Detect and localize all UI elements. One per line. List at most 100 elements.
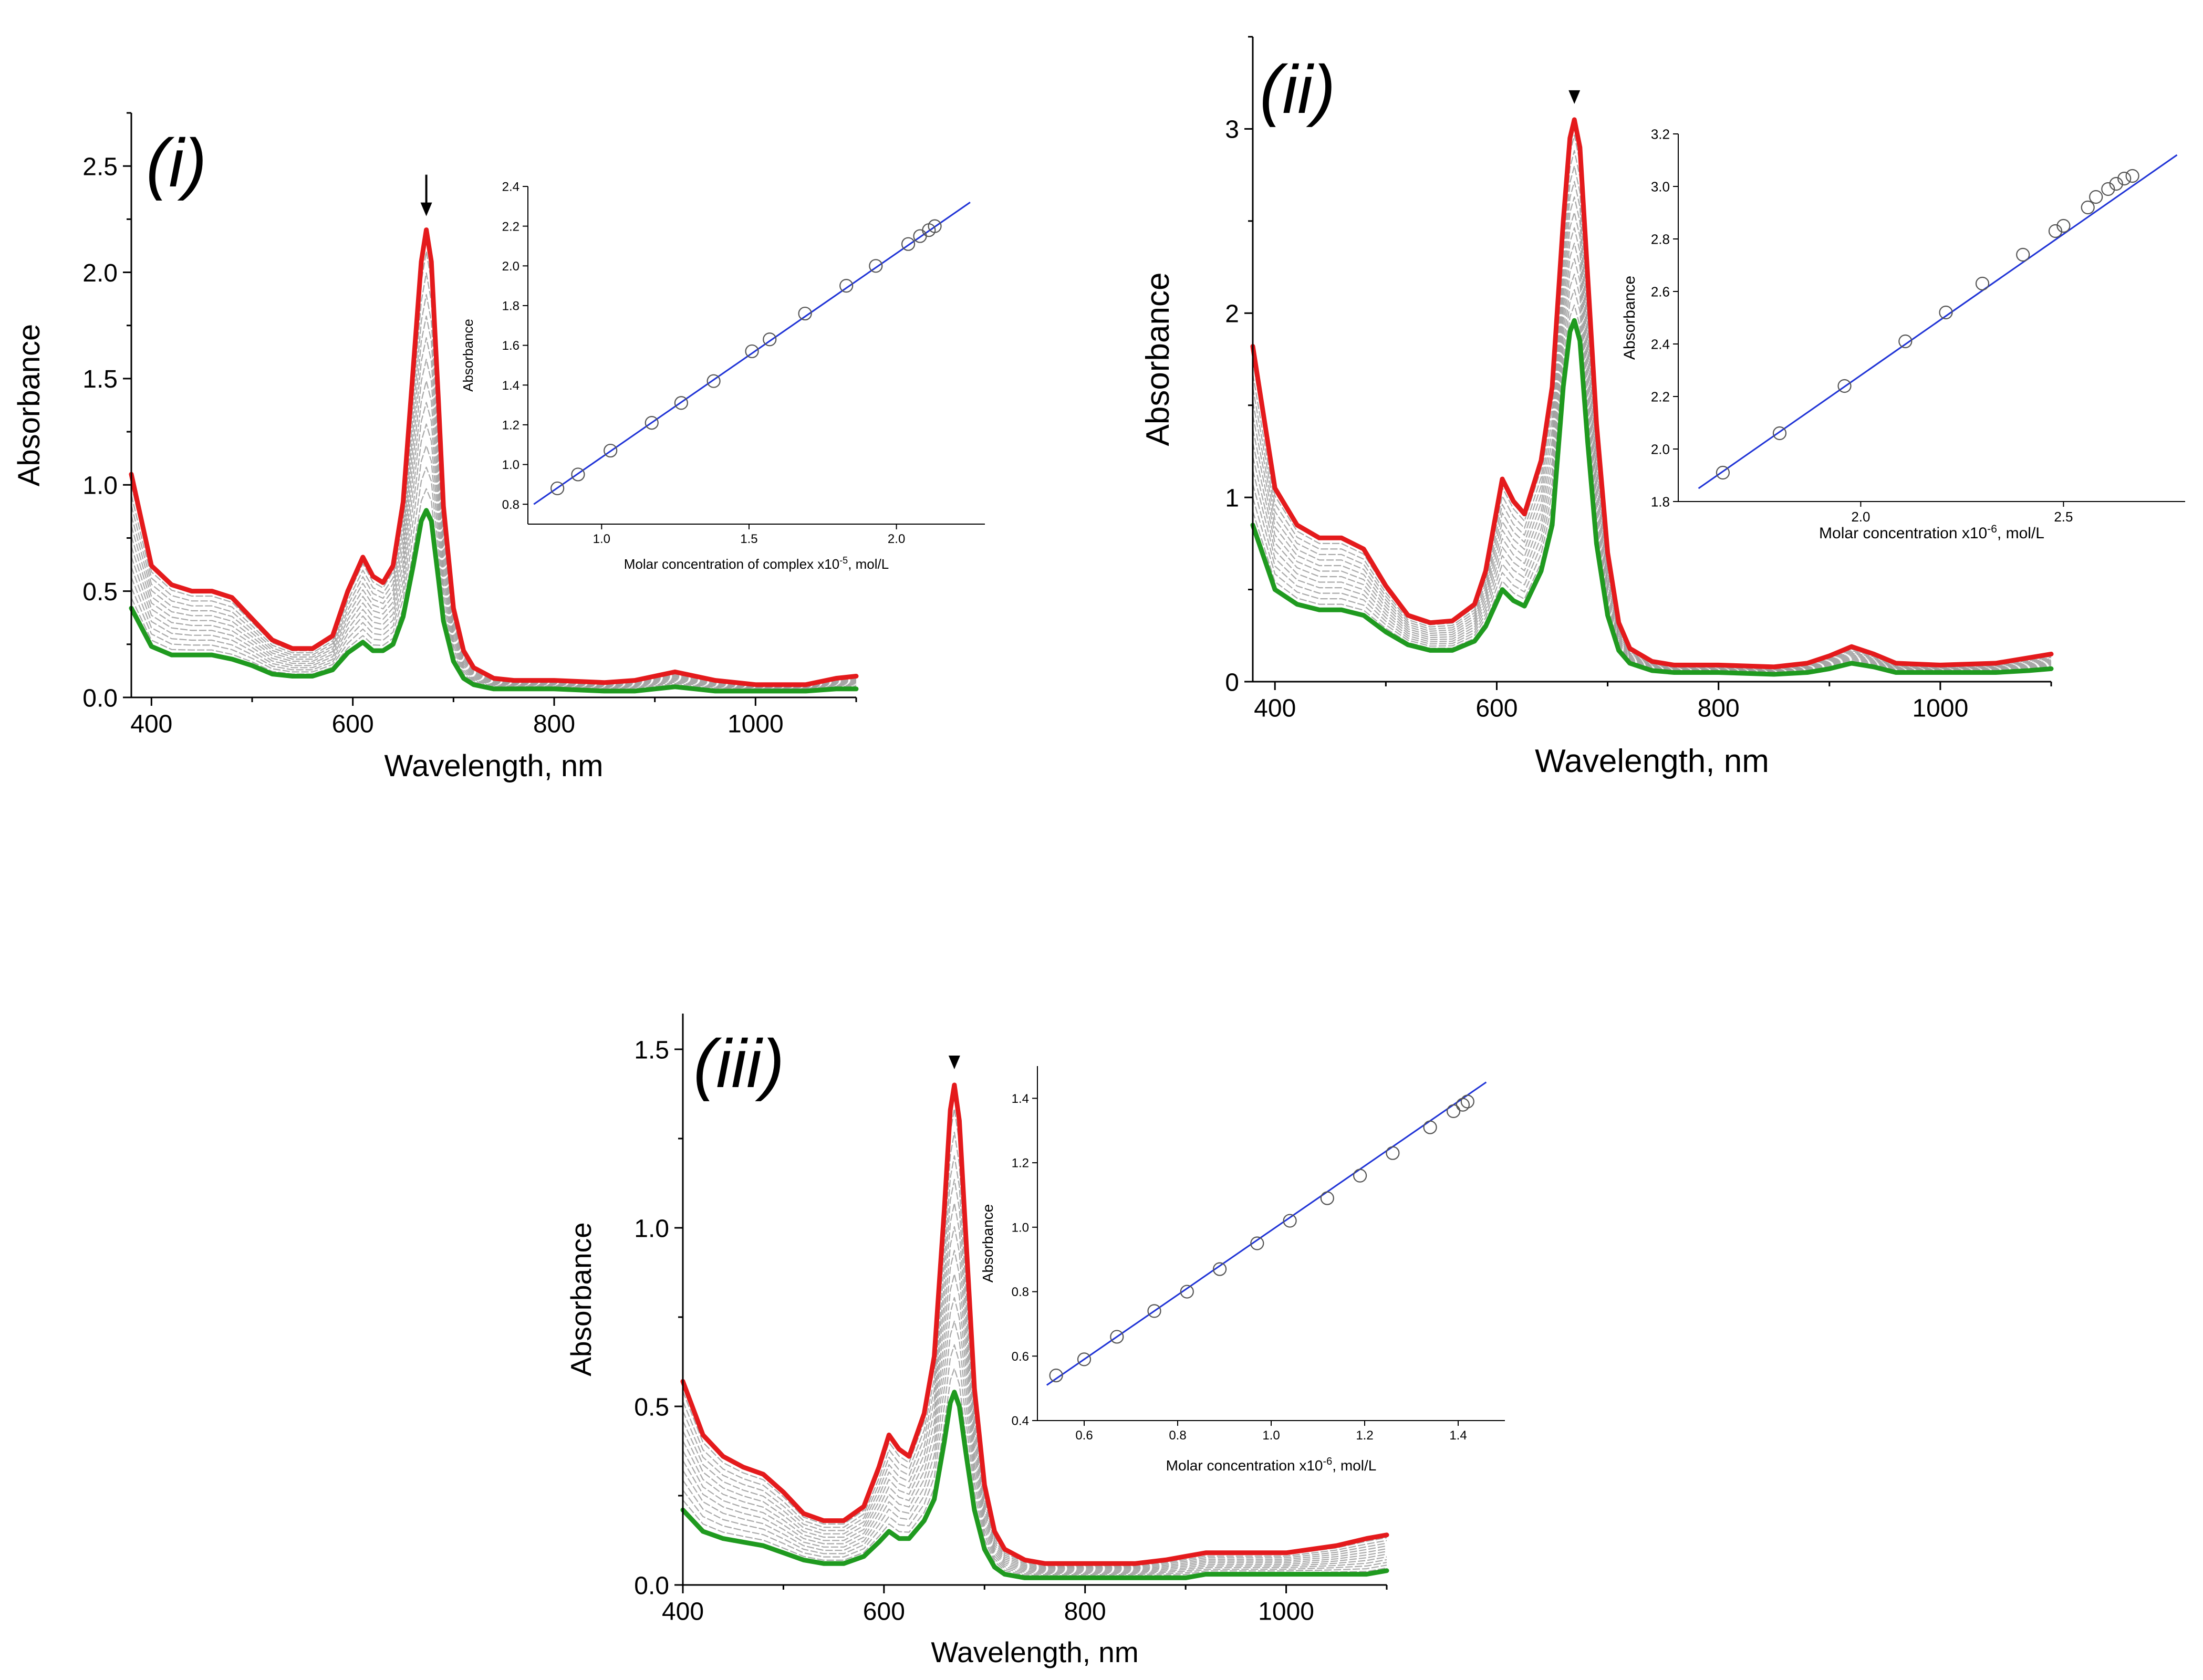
intermediate-spectrum xyxy=(130,251,857,686)
y-axis-label-iii: Absorbance xyxy=(565,1222,597,1376)
inset-data-point xyxy=(839,279,854,293)
inset-y-tick-label: 1.4 xyxy=(502,379,519,393)
intermediate-spectrum xyxy=(1252,181,2052,670)
inset-x-axis-label-unit: , mol/L xyxy=(848,556,889,572)
intermediate-spectrum xyxy=(1252,243,2052,672)
final-spectrum-iii xyxy=(680,1082,1389,1566)
x-tick-label: 600 xyxy=(332,710,374,738)
intermediate-spectrum xyxy=(130,315,857,687)
inset-data-point xyxy=(745,344,759,359)
y-tick-label: 1.5 xyxy=(82,366,118,393)
inset-y-axis-label: Absorbance xyxy=(980,1204,996,1282)
inset-data-point xyxy=(763,332,777,347)
y-tick-label: 2.5 xyxy=(82,153,118,181)
x-tick-label: 1000 xyxy=(728,710,784,738)
intermediate-spectrum xyxy=(1252,227,2052,672)
inset-x-tick-label: 2.0 xyxy=(888,532,905,546)
y-tick-label: 0.5 xyxy=(634,1393,669,1421)
inset-data-point xyxy=(1939,305,1953,320)
inset-y-tick-label: 1.2 xyxy=(502,419,519,433)
x-tick-label: 1000 xyxy=(1912,694,1968,722)
intermediate-spectrum xyxy=(1252,165,2052,670)
y-tick-label: 1 xyxy=(1225,484,1239,512)
intermediate-spectrum xyxy=(131,488,857,692)
y-tick-label: 1.5 xyxy=(634,1036,669,1064)
inset-data-point xyxy=(1460,1094,1474,1109)
inset-y-tick-label: 2.2 xyxy=(502,220,519,234)
inset-x-axis-label: Molar concentration of complex x10-5, mo… xyxy=(624,555,889,572)
inset-y-tick-label: 1.0 xyxy=(1012,1220,1029,1235)
intermediate-spectrum xyxy=(682,1344,1387,1577)
final-spectrum-i xyxy=(129,227,859,687)
inset-data-point xyxy=(2056,218,2071,233)
x-tick-label: 600 xyxy=(863,1598,905,1625)
peak-arrow-head xyxy=(420,202,432,216)
y-tick-label: 2.0 xyxy=(82,259,118,287)
inset-data-point xyxy=(798,306,812,321)
inset-y-tick-label: 2.8 xyxy=(1651,231,1670,247)
inset-data-point xyxy=(2125,169,2139,183)
intermediate-spectrum xyxy=(130,380,857,689)
chart-panel-iii: 400 600 800 1000 0.0 0.5 1.0 1.5 Wavelength, nm A… xyxy=(565,1014,1505,1668)
inset-data-point xyxy=(1049,1368,1063,1383)
inset-y-axis-label: Absorbance xyxy=(1621,276,1638,360)
inset-i: 1.0 1.5 2.0 0.8 1.0 1.2 1.4 1.6 1.8 2.0 2.2 2.4 Mola… xyxy=(460,180,985,572)
inset-y-tick-label: 0.8 xyxy=(1012,1285,1029,1299)
intermediate-spectrum xyxy=(682,1155,1387,1568)
intermediate-spectrum xyxy=(130,423,857,690)
inset-x-axis-label-exponent: -6 xyxy=(1323,1456,1333,1467)
peak-arrow-head xyxy=(948,1056,960,1069)
inset-data-point xyxy=(1147,1304,1161,1318)
inset-data-point xyxy=(1447,1104,1461,1119)
inset-y-tick-label: 2.0 xyxy=(1651,441,1670,457)
intermediate-spectrum xyxy=(1252,212,2052,671)
intermediate-spectrum xyxy=(130,402,857,690)
inset-ii: 2.0 2.5 1.8 2.0 2.2 2.4 2.6 2.8 3.0 3.2 Molar conc… xyxy=(1621,126,2185,542)
initial-spectrum-ii xyxy=(1250,318,2054,677)
inset-y-tick-label: 1.8 xyxy=(1651,494,1670,509)
inset-data-point xyxy=(1386,1146,1400,1160)
inset-x-axis-label-text: Molar concentration x10 xyxy=(1819,525,1987,542)
inset-y-tick-label: 1.0 xyxy=(502,458,519,472)
inset-y-tick-label: 1.4 xyxy=(1012,1092,1029,1106)
inset-data-point xyxy=(1250,1236,1264,1250)
inset-y-tick-label: 1.2 xyxy=(1012,1156,1029,1171)
x-tick-label: 800 xyxy=(1698,694,1740,722)
intermediate-spectrum xyxy=(682,1297,1387,1574)
panel-ii-background xyxy=(1114,0,2203,830)
intermediate-spectrum xyxy=(682,1226,1387,1571)
inset-x-axis-label-unit: , mol/L xyxy=(1332,1457,1376,1474)
x-tick-label: 1000 xyxy=(1258,1598,1314,1625)
y-tick-label: 1.0 xyxy=(634,1215,669,1243)
inset-y-tick-label: 3.2 xyxy=(1651,126,1670,142)
final-spectrum-ii xyxy=(1250,117,2054,670)
inset-y-tick-label: 1.6 xyxy=(502,339,519,353)
inset-fit-line xyxy=(533,202,971,505)
inset-fit-line xyxy=(1046,1081,1487,1386)
y-tick-label: 0 xyxy=(1225,669,1239,696)
intermediate-spectrum xyxy=(682,1202,1387,1570)
inset-x-tick-label: 2.5 xyxy=(2054,509,2073,525)
inset-data-point xyxy=(2081,200,2095,215)
inset-y-axis-label: Absorbance xyxy=(460,319,476,392)
intermediate-spectra-i xyxy=(130,251,857,692)
inset-data-point xyxy=(1772,426,1787,441)
y-tick-label: 0.0 xyxy=(82,684,118,712)
inset-y-tick-label: 2.0 xyxy=(502,259,519,274)
inset-data-point xyxy=(1837,379,1852,393)
inset-y-tick-label: 0.8 xyxy=(502,498,519,512)
inset-y-tick-label: 0.4 xyxy=(1012,1414,1029,1428)
intermediate-spectrum xyxy=(130,445,857,691)
intermediate-spectrum xyxy=(130,359,857,688)
inset-x-tick-label: 1.0 xyxy=(1262,1428,1280,1443)
panel-label-i: (i) xyxy=(146,124,206,201)
intermediate-spectrum xyxy=(1252,304,2052,675)
intermediate-spectrum xyxy=(682,1178,1387,1569)
inset-x-axis-label: Molar concentration x10-6, mol/L xyxy=(1819,523,2044,542)
inset-x-axis-label-exponent: -5 xyxy=(839,555,848,566)
inset-x-tick-label: 2.0 xyxy=(1851,509,1870,525)
inset-data-point xyxy=(1423,1120,1437,1134)
inset-data-point xyxy=(571,467,585,482)
inset-x-axis-label: Molar concentration x10-6, mol/L xyxy=(1166,1456,1377,1474)
inset-x-tick-label: 0.6 xyxy=(1075,1428,1093,1443)
